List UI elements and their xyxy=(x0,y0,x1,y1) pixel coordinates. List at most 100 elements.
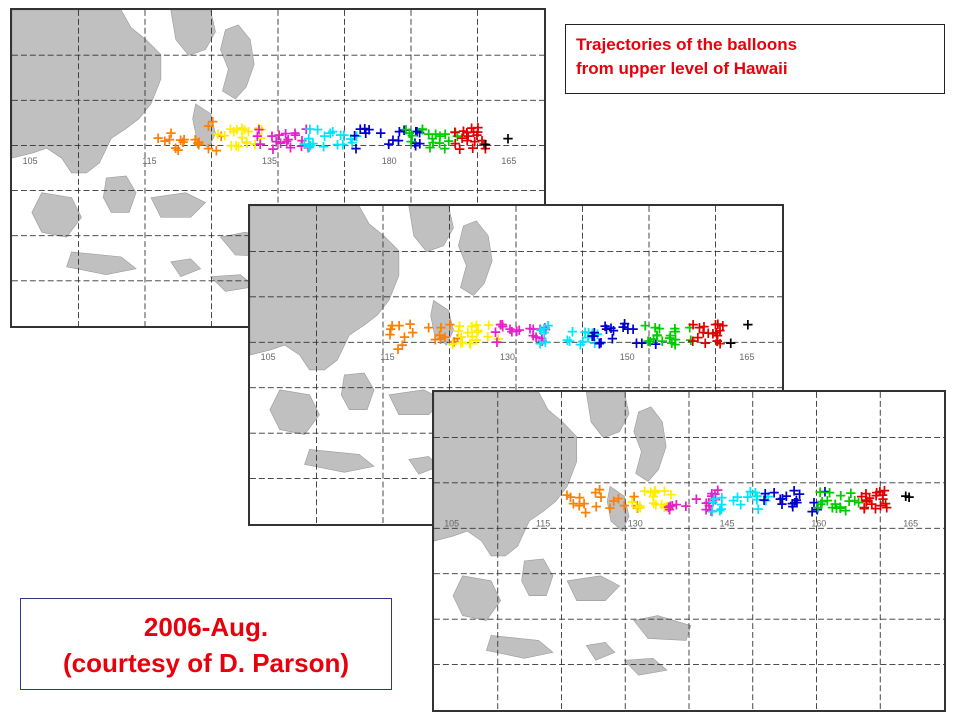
trajectory-marker-orange: + xyxy=(433,326,445,344)
trajectory-marker-cyan: + xyxy=(727,493,739,510)
trajectory-marker-green: + xyxy=(644,333,656,351)
trajectory-marker-orange: + xyxy=(567,496,579,513)
trajectory-marker-red: + xyxy=(878,483,890,500)
trajectory-marker-cyan: + xyxy=(591,325,603,343)
land-shape xyxy=(103,175,137,213)
trajectory-marker-cyan: + xyxy=(760,492,772,509)
trajectory-marker-green: + xyxy=(829,496,841,513)
caption-line-2: from upper level of Hawaii xyxy=(576,59,788,78)
trajectory-marker-red: + xyxy=(709,315,721,333)
trajectory-marker-green: + xyxy=(816,493,828,510)
trajectory-marker-yellow: + xyxy=(634,500,646,517)
trajectory-marker-cyan: + xyxy=(538,320,550,338)
trajectory-marker-red: + xyxy=(472,119,484,137)
trajectory-marker-cyan: + xyxy=(303,130,315,148)
land-shape xyxy=(458,220,493,296)
trajectory-marker-green: + xyxy=(834,500,846,517)
trajectory-marker-cyan: + xyxy=(582,324,594,342)
trajectory-marker-orange: + xyxy=(210,142,222,160)
trajectory-marker-orange: + xyxy=(177,133,189,151)
trajectory-marker-magenta: + xyxy=(506,323,518,341)
trajectory-marker-blue: + xyxy=(392,131,404,149)
land-shape xyxy=(623,658,668,676)
trajectory-marker-red: + xyxy=(711,332,723,350)
trajectory-marker-cyan: + xyxy=(535,321,547,339)
trajectory-marker-magenta: + xyxy=(267,140,279,158)
trajectory-marker-yellow: + xyxy=(255,121,267,139)
trajectory-marker-blue: + xyxy=(398,121,410,139)
trajectory-marker-yellow: + xyxy=(254,129,266,147)
land-shape xyxy=(150,192,207,218)
trajectory-marker-orange: + xyxy=(434,330,446,348)
trajectory-marker-blue: + xyxy=(788,482,800,499)
trajectory-marker-green: + xyxy=(416,120,428,138)
trajectory-marker-orange: + xyxy=(578,496,590,513)
trajectory-marker-red: + xyxy=(698,318,710,336)
trajectory-marker-red: + xyxy=(711,326,723,344)
trajectory-marker-yellow: + xyxy=(658,483,670,500)
trajectory-marker-magenta: + xyxy=(700,495,712,512)
trajectory-marker-yellow: + xyxy=(638,483,650,500)
trajectory-marker-red: + xyxy=(712,315,724,333)
longitude-label: 165 xyxy=(739,352,754,362)
trajectory-marker-magenta: + xyxy=(680,498,692,515)
trajectory-marker-magenta: + xyxy=(504,320,516,338)
land-shape xyxy=(341,372,375,411)
longitude-label: 105 xyxy=(444,518,459,528)
trajectory-marker-red: + xyxy=(449,123,461,141)
trajectory-marker-yellow: + xyxy=(466,317,478,335)
trajectory-marker-cyan: + xyxy=(318,127,330,145)
trajectory-marker-green: + xyxy=(424,139,436,157)
trajectory-marker-yellow: + xyxy=(660,499,672,516)
trajectory-marker-magenta: + xyxy=(302,138,314,156)
trajectory-marker-yellow: + xyxy=(232,138,244,156)
trajectory-marker-orange: + xyxy=(384,326,396,344)
trajectory-marker-cyan: + xyxy=(588,334,600,352)
trajectory-marker-red: + xyxy=(881,499,893,516)
trajectory-marker-cyan: + xyxy=(346,134,358,152)
trajectory-marker-orange: + xyxy=(589,485,601,502)
trajectory-marker-green: + xyxy=(649,318,661,336)
trajectory-marker-black: + xyxy=(903,489,915,506)
trajectory-marker-green: + xyxy=(669,336,681,354)
trajectory-marker-magenta: + xyxy=(536,332,548,350)
trajectory-map-1: 105 115 135 180 165 + + + + + + + + + + + + + + + + + + + + + + + + +… xyxy=(10,8,546,328)
trajectory-marker-blue: + xyxy=(622,320,634,338)
trajectory-marker-yellow: + xyxy=(649,484,661,501)
trajectory-marker-green: + xyxy=(423,125,435,143)
trajectory-marker-magenta: + xyxy=(254,135,266,153)
trajectory-marker-red: + xyxy=(855,489,867,506)
trajectory-marker-orange: + xyxy=(573,497,585,514)
land-shape xyxy=(170,10,216,56)
trajectory-marker-cyan: + xyxy=(574,336,586,354)
trajectory-marker-black: + xyxy=(502,129,514,147)
trajectory-marker-orange: + xyxy=(169,139,181,157)
caption-line-1: Trajectories of the balloons xyxy=(576,35,798,54)
trajectory-marker-cyan: + xyxy=(304,120,316,138)
trajectory-marker-magenta: + xyxy=(702,494,714,511)
trajectory-marker-orange: + xyxy=(631,500,643,517)
trajectory-marker-green: + xyxy=(815,496,827,513)
trajectory-marker-red: + xyxy=(717,317,729,335)
trajectory-marker-orange: + xyxy=(404,315,416,333)
trajectory-marker-black: + xyxy=(479,135,491,153)
trajectory-marker-yellow: + xyxy=(224,120,236,138)
longitude-label: 145 xyxy=(720,518,735,528)
trajectory-marker-red: + xyxy=(858,501,870,518)
trajectory-marker-orange: + xyxy=(165,124,177,142)
trajectory-marker-blue: + xyxy=(768,484,780,501)
trajectory-marker-green: + xyxy=(839,502,851,519)
trajectory-marker-magenta: + xyxy=(296,132,308,150)
trajectory-marker-yellow: + xyxy=(236,128,248,146)
trajectory-marker-orange: + xyxy=(579,504,591,521)
caption-box: Trajectories of the balloons from upper … xyxy=(565,24,945,94)
trajectory-marker-yellow: + xyxy=(228,122,240,140)
trajectory-marker-red: + xyxy=(707,324,719,342)
trajectory-marker-blue: + xyxy=(758,492,770,509)
land-shape xyxy=(269,389,320,435)
trajectory-marker-blue: + xyxy=(374,124,386,142)
trajectory-marker-cyan: + xyxy=(706,503,718,520)
trajectory-marker-yellow: + xyxy=(634,498,646,515)
trajectory-marker-magenta: + xyxy=(273,126,285,144)
longitude-label: 165 xyxy=(501,156,516,166)
